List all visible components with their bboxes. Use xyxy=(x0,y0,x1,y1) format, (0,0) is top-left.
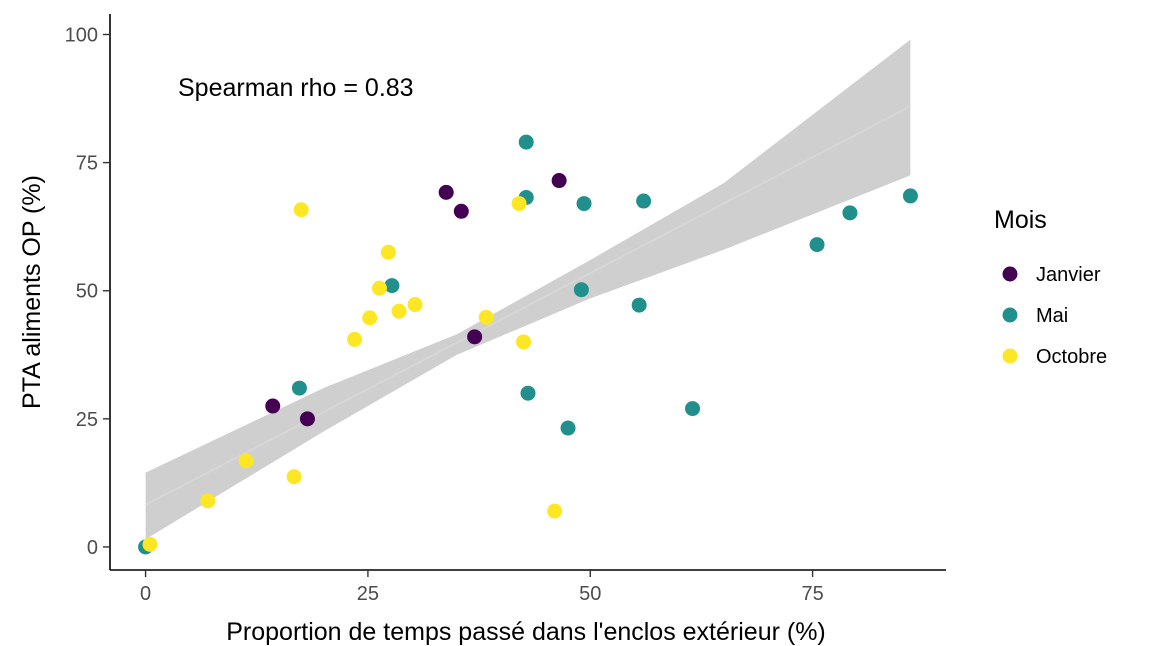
data-point-janvier xyxy=(467,329,483,345)
data-point-mai xyxy=(631,297,647,313)
y-tick-label: 100 xyxy=(65,24,98,46)
y-tick-label: 0 xyxy=(87,537,98,559)
x-tick-label: 25 xyxy=(357,583,379,605)
data-point-octobre xyxy=(347,331,363,347)
legend-title: Mois xyxy=(994,206,1047,234)
data-point-mai xyxy=(520,385,536,401)
data-point-mai xyxy=(685,401,701,417)
x-tick-label: 0 xyxy=(140,583,151,605)
data-point-octobre xyxy=(547,503,563,519)
y-axis-ticks: 0 25 50 75 100 xyxy=(65,24,110,559)
legend: Mois Janvier Mai Octobre xyxy=(994,206,1107,368)
data-point-janvier xyxy=(299,411,315,427)
data-point-octobre xyxy=(142,536,158,552)
y-tick-label: 50 xyxy=(76,281,98,303)
data-point-octobre xyxy=(286,469,302,485)
data-point-octobre xyxy=(391,303,407,319)
data-point-octobre xyxy=(200,493,216,509)
data-point-mai xyxy=(842,205,858,221)
data-point-octobre xyxy=(478,309,494,325)
data-point-mai xyxy=(291,380,307,396)
data-point-janvier xyxy=(265,398,281,414)
x-axis-title: Proportion de temps passé dans l'enclos … xyxy=(226,618,826,646)
data-point-janvier xyxy=(438,184,454,200)
legend-entries: Janvier Mai Octobre xyxy=(1002,264,1107,368)
data-point-mai xyxy=(576,196,592,212)
confidence-ribbon-layer xyxy=(145,39,911,540)
data-point-janvier xyxy=(551,173,567,189)
y-axis-title: PTA aliments OP (%) xyxy=(18,175,46,409)
confidence-ribbon xyxy=(145,39,911,540)
data-point-mai xyxy=(518,134,534,150)
data-point-janvier xyxy=(453,203,469,219)
legend-key-mai xyxy=(1002,307,1018,323)
regression-line xyxy=(145,105,911,506)
data-points-layer xyxy=(138,134,918,555)
data-point-mai xyxy=(560,420,576,436)
data-point-octobre xyxy=(238,453,254,469)
legend-key-janvier xyxy=(1002,266,1018,282)
data-point-octobre xyxy=(516,334,532,350)
y-tick-label: 25 xyxy=(76,409,98,431)
legend-label-mai: Mai xyxy=(1036,305,1068,327)
regression-line-layer xyxy=(145,105,911,506)
data-point-octobre xyxy=(511,196,527,212)
data-point-mai xyxy=(573,282,589,298)
x-tick-label: 50 xyxy=(579,583,601,605)
data-point-octobre xyxy=(293,202,309,218)
y-tick-label: 75 xyxy=(76,153,98,175)
x-axis-ticks: 0 25 50 75 xyxy=(140,570,824,605)
data-point-octobre xyxy=(371,280,387,296)
spearman-annotation: Spearman rho = 0.83 xyxy=(178,74,414,102)
x-tick-label: 75 xyxy=(801,583,823,605)
data-point-octobre xyxy=(362,310,378,326)
data-point-mai xyxy=(636,193,652,209)
plot-panel xyxy=(138,39,918,555)
data-point-mai xyxy=(809,237,825,253)
data-point-mai xyxy=(902,188,918,204)
legend-label-octobre: Octobre xyxy=(1036,346,1107,368)
legend-label-janvier: Janvier xyxy=(1036,264,1101,286)
data-point-octobre xyxy=(407,297,423,313)
data-point-octobre xyxy=(380,244,396,260)
data-point-mai xyxy=(384,278,400,294)
legend-key-octobre xyxy=(1002,348,1018,364)
